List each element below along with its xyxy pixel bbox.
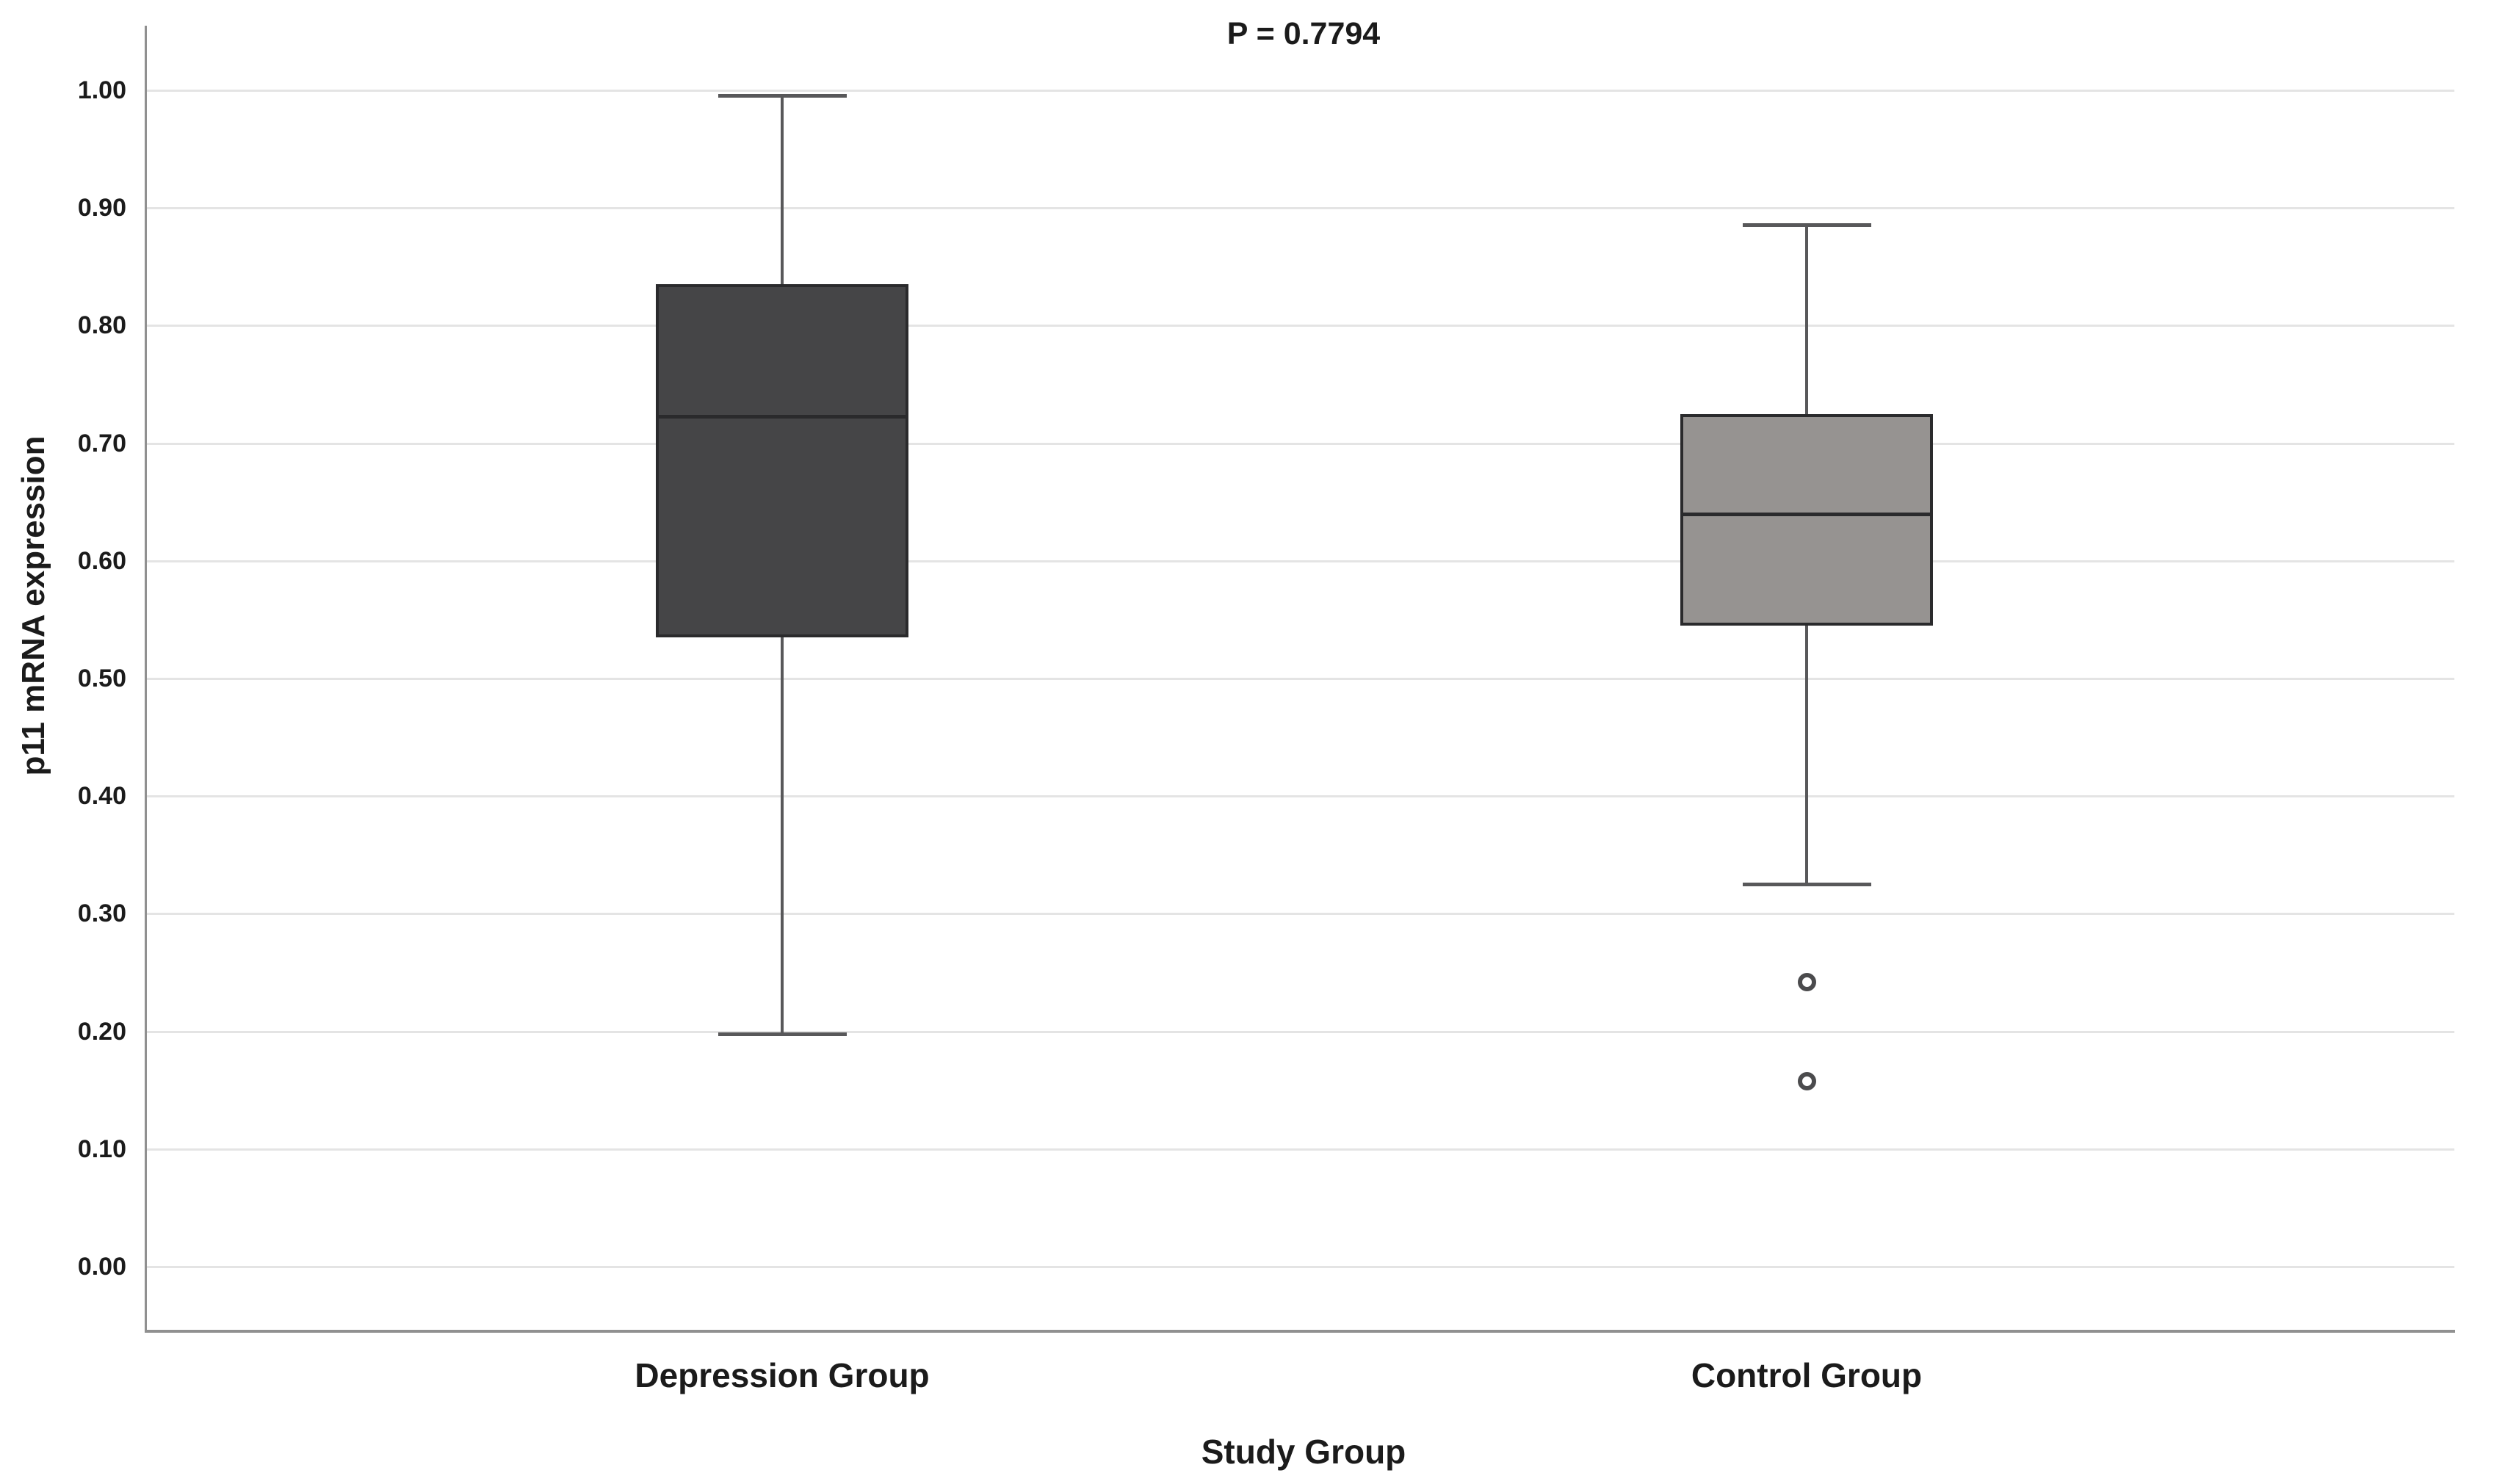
gridline: [146, 678, 2454, 680]
y-tick-label: 0.40: [77, 782, 126, 811]
gridline: [146, 207, 2454, 210]
lower-whisker-line: [1805, 625, 1808, 885]
y-tick-label: 0.60: [77, 546, 126, 575]
lower-whisker-line: [781, 637, 784, 1034]
median-line: [656, 414, 908, 419]
gridline: [146, 325, 2454, 327]
outlier-point: [1798, 1071, 1816, 1090]
y-tick-label: 1.00: [77, 76, 126, 104]
y-axis-title: p11 mRNA expression: [15, 435, 51, 776]
upper-whisker-line: [1805, 225, 1808, 414]
gridline: [146, 1148, 2454, 1151]
gridline: [146, 795, 2454, 798]
gridline: [146, 90, 2454, 92]
x-axis-line: [145, 1330, 2455, 1333]
y-axis-line: [145, 26, 147, 1331]
outlier-point: [1798, 973, 1816, 992]
gridline: [146, 442, 2454, 445]
x-axis-title: Study Group: [1201, 1433, 1406, 1471]
upper-whisker-cap: [1742, 223, 1871, 228]
x-group-label-control-group: Control Group: [1691, 1356, 1923, 1394]
upper-whisker-line: [781, 96, 784, 285]
y-tick-label: 0.00: [77, 1253, 126, 1281]
lower-whisker-cap: [1742, 883, 1871, 887]
y-tick-label: 0.80: [77, 311, 126, 340]
x-group-label-depression-group: Depression Group: [635, 1356, 930, 1394]
y-tick-label: 0.70: [77, 429, 126, 457]
chart-title: P = 0.7794: [1226, 16, 1381, 51]
gridline: [146, 1266, 2454, 1268]
lower-whisker-cap: [718, 1032, 847, 1036]
gridline: [146, 560, 2454, 562]
box-depression-group: [656, 284, 908, 637]
gridline: [146, 1030, 2454, 1033]
y-tick-label: 0.10: [77, 1134, 126, 1163]
y-tick-label: 0.20: [77, 1017, 126, 1046]
y-tick-label: 0.50: [77, 665, 126, 692]
upper-whisker-cap: [718, 94, 847, 98]
gridline: [146, 913, 2454, 916]
y-tick-label: 0.30: [77, 900, 126, 928]
median-line: [1680, 512, 1933, 516]
y-tick-label: 0.90: [77, 194, 126, 222]
box-control-group: [1680, 413, 1933, 626]
